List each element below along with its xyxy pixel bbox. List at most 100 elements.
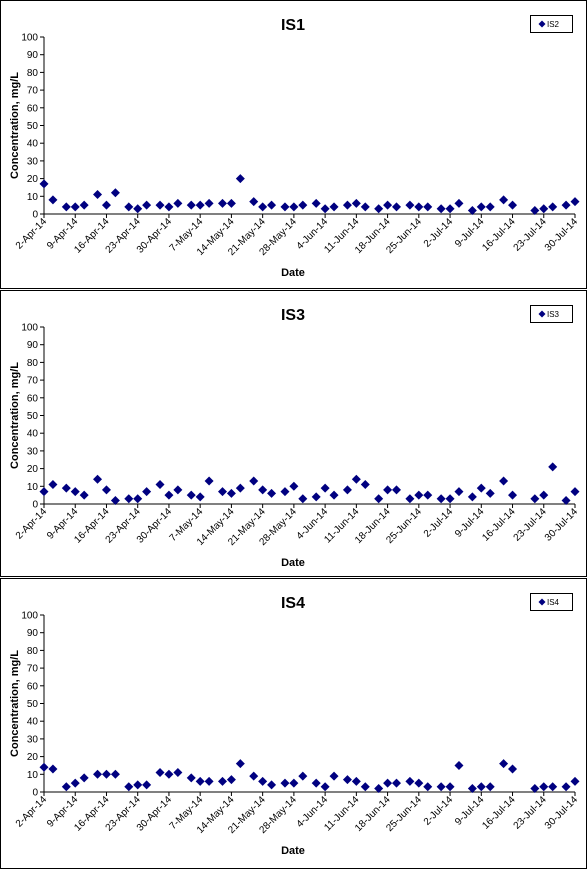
data-point [561, 200, 571, 210]
data-point [423, 490, 433, 500]
y-tick-label: 100 [21, 323, 38, 334]
data-point [499, 195, 509, 205]
data-point [39, 762, 49, 772]
data-point [360, 782, 370, 792]
y-tick-label: 20 [27, 464, 39, 475]
data-point [186, 490, 196, 500]
data-point [195, 200, 205, 210]
data-point [204, 198, 214, 208]
data-point [476, 782, 486, 792]
data-point [267, 780, 277, 790]
y-axis-title: Concentration, mg/L [9, 72, 21, 179]
data-point [186, 200, 196, 210]
data-point [414, 202, 424, 212]
data-point [289, 481, 299, 491]
data-point [101, 200, 111, 210]
legend-label: IS4 [547, 598, 560, 607]
data-point [298, 200, 308, 210]
data-point [298, 494, 308, 504]
data-point [61, 202, 71, 212]
data-point [186, 773, 196, 783]
data-point [61, 483, 71, 493]
data-point [235, 174, 245, 184]
data-point [173, 198, 183, 208]
data-point [289, 202, 299, 212]
data-point [311, 492, 321, 502]
data-point [142, 200, 152, 210]
data-point [79, 200, 89, 210]
data-point [110, 769, 120, 779]
data-point [155, 768, 165, 778]
y-tick-label: 60 [27, 103, 39, 114]
y-tick-label: 20 [27, 752, 39, 763]
data-point [267, 488, 277, 498]
data-point [329, 490, 339, 500]
data-point [133, 780, 143, 790]
y-tick-label: 10 [27, 482, 39, 493]
data-point [570, 487, 580, 497]
data-point [570, 197, 580, 207]
data-point [476, 483, 486, 493]
data-point [392, 485, 402, 495]
data-point [414, 490, 424, 500]
data-point [249, 197, 259, 207]
data-point [530, 205, 540, 215]
data-point [445, 204, 455, 214]
data-point [476, 202, 486, 212]
data-point [267, 200, 277, 210]
data-point [329, 771, 339, 781]
y-tick-label: 0 [32, 210, 38, 221]
data-point [195, 776, 205, 786]
y-tick-label: 60 [27, 393, 39, 404]
y-tick-label: 100 [21, 33, 38, 44]
data-point [226, 198, 236, 208]
legend-box [530, 15, 573, 33]
data-point [561, 782, 571, 792]
y-tick-label: 100 [21, 611, 38, 622]
y-tick-label: 90 [27, 628, 39, 639]
y-tick-label: 10 [27, 192, 39, 203]
y-tick-label: 0 [32, 788, 38, 799]
data-point [142, 487, 152, 497]
data-point [101, 485, 111, 495]
data-point [195, 492, 205, 502]
data-point [360, 480, 370, 490]
data-point [436, 204, 446, 214]
data-point [70, 202, 80, 212]
y-tick-label: 70 [27, 86, 39, 97]
legend-marker-diamond [538, 598, 546, 606]
data-point [93, 474, 103, 484]
x-axis-title: Date [281, 557, 305, 569]
data-point [445, 782, 455, 792]
data-point [110, 188, 120, 198]
data-point [485, 488, 495, 498]
data-point [374, 204, 384, 214]
legend-marker-diamond [538, 310, 546, 318]
y-tick-label: 20 [27, 174, 39, 185]
chart-is4: IS401020304050607080901002-Apr-149-Apr-1… [0, 578, 587, 869]
data-point [164, 769, 174, 779]
x-axis-title: Date [281, 845, 305, 857]
chart-title: IS4 [281, 595, 305, 612]
y-tick-label: 80 [27, 646, 39, 657]
data-point [530, 494, 540, 504]
data-point [164, 490, 174, 500]
data-point [530, 783, 540, 793]
data-point [311, 778, 321, 788]
data-point [548, 462, 558, 472]
data-point [414, 778, 424, 788]
y-tick-label: 50 [27, 411, 39, 422]
data-point [298, 771, 308, 781]
data-point [204, 776, 214, 786]
data-point [454, 198, 464, 208]
data-point [79, 773, 89, 783]
y-tick-label: 80 [27, 358, 39, 369]
data-point [467, 492, 477, 502]
legend-box [530, 305, 573, 323]
data-point [467, 783, 477, 793]
data-point [155, 480, 165, 490]
y-tick-label: 70 [27, 664, 39, 675]
chart-area-border [0, 0, 587, 289]
data-point [405, 776, 415, 786]
